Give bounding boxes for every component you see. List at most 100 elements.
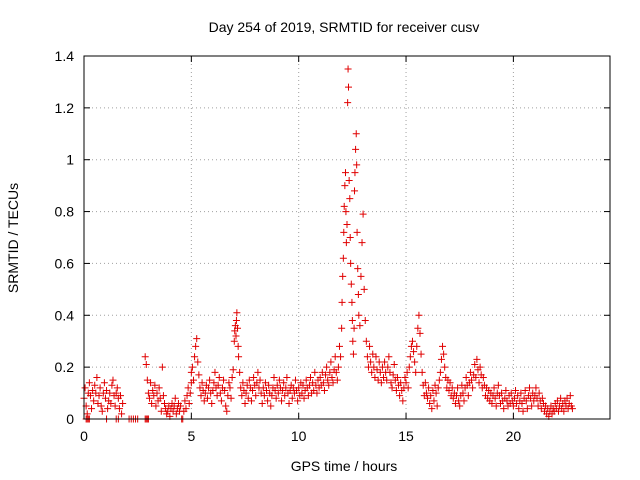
data-point <box>247 397 255 405</box>
data-point <box>326 368 334 376</box>
data-point <box>403 368 411 376</box>
data-point <box>239 379 247 387</box>
data-point <box>155 384 163 392</box>
data-point <box>90 397 98 405</box>
data-point <box>227 394 235 402</box>
data-point <box>186 389 194 397</box>
data-point <box>560 407 568 415</box>
data-point <box>177 402 185 410</box>
data-point <box>351 169 359 177</box>
data-point <box>147 379 155 387</box>
grid-lines <box>84 56 610 419</box>
data-point <box>187 368 195 376</box>
data-point <box>401 374 409 382</box>
data-point <box>354 291 362 299</box>
data-point <box>313 389 321 397</box>
data-point <box>525 384 533 392</box>
data-point <box>109 376 117 384</box>
data-point <box>157 407 165 415</box>
data-point <box>234 324 242 332</box>
data-point <box>291 376 299 384</box>
data-point <box>341 169 349 177</box>
data-point <box>161 399 169 407</box>
data-point <box>352 145 360 153</box>
data-point <box>360 285 368 293</box>
data-point <box>338 298 346 306</box>
data-point <box>282 384 290 392</box>
data-point <box>405 363 413 371</box>
y-tick-label: 1.4 <box>55 48 75 64</box>
data-point <box>532 384 540 392</box>
data-point <box>322 371 330 379</box>
data-point <box>192 342 200 350</box>
data-point <box>456 402 464 410</box>
data-point <box>206 376 214 384</box>
data-point <box>245 376 253 384</box>
data-point <box>278 397 286 405</box>
data-point <box>91 381 99 389</box>
data-point <box>362 337 370 345</box>
data-point <box>528 402 536 410</box>
data-point <box>430 397 438 405</box>
data-point <box>388 384 396 392</box>
data-point <box>535 389 543 397</box>
data-point <box>368 368 376 376</box>
data-point <box>421 379 429 387</box>
data-point <box>250 374 258 382</box>
data-point <box>327 358 335 366</box>
data-point <box>413 342 421 350</box>
data-point <box>116 392 124 400</box>
data-point <box>252 392 260 400</box>
data-point <box>88 405 96 413</box>
data-point <box>410 348 418 356</box>
data-point <box>106 389 114 397</box>
data-point <box>507 389 515 397</box>
data-point <box>332 368 340 376</box>
y-tick-label: 0.6 <box>55 255 75 271</box>
data-point <box>159 392 167 400</box>
data-point <box>417 350 425 358</box>
data-point <box>270 374 278 382</box>
chart-title: Day 254 of 2019, SRMTID for receiver cus… <box>209 19 480 35</box>
data-point <box>350 324 358 332</box>
data-point <box>316 374 324 382</box>
data-point <box>353 161 361 169</box>
data-point <box>383 376 391 384</box>
data-point <box>385 353 393 361</box>
data-point <box>203 394 211 402</box>
data-point <box>221 386 229 394</box>
data-point <box>96 384 104 392</box>
data-point <box>323 363 331 371</box>
data-points <box>80 65 576 423</box>
data-point <box>464 392 472 400</box>
data-point <box>359 210 367 218</box>
data-point <box>426 399 434 407</box>
data-point <box>325 381 333 389</box>
data-point <box>320 386 328 394</box>
data-point <box>153 389 161 397</box>
data-point <box>538 394 546 402</box>
data-point <box>354 265 362 273</box>
data-point <box>338 324 346 332</box>
x-tick-label: 5 <box>187 428 195 444</box>
data-point <box>521 386 529 394</box>
data-point <box>194 358 202 366</box>
data-point <box>356 322 364 330</box>
data-point <box>189 376 197 384</box>
data-point <box>319 379 327 387</box>
data-point <box>566 392 574 400</box>
plot-frame <box>83 55 611 420</box>
data-point <box>264 397 272 405</box>
data-point <box>217 397 225 405</box>
data-point <box>557 394 565 402</box>
data-point <box>434 384 442 392</box>
data-point <box>249 386 257 394</box>
data-point <box>396 392 404 400</box>
data-point <box>222 402 230 410</box>
data-point <box>446 379 454 387</box>
data-point <box>337 353 345 361</box>
data-point <box>479 374 487 382</box>
data-point <box>436 368 444 376</box>
data-point <box>439 342 447 350</box>
data-point <box>302 376 310 384</box>
